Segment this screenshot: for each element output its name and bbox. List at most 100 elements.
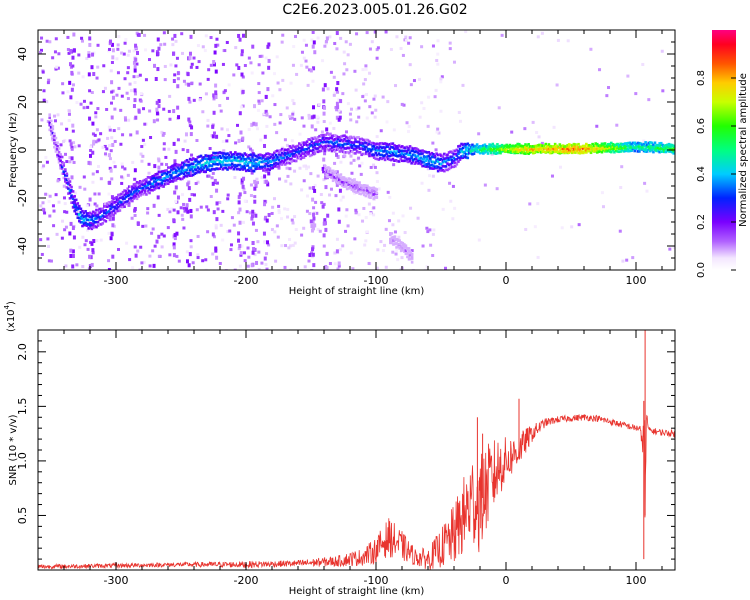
heatmap-cell <box>358 187 361 191</box>
heatmap-cell <box>435 152 438 155</box>
heatmap-cell <box>391 223 395 227</box>
heatmap-cell <box>82 211 86 215</box>
heatmap-cell <box>57 52 61 56</box>
heatmap-cell <box>82 219 86 222</box>
heatmap-cell <box>617 143 621 147</box>
heatmap-cell <box>157 186 161 190</box>
heatmap-cell <box>110 206 114 209</box>
heatmap-cell <box>336 267 340 270</box>
heatmap-cell <box>385 150 388 153</box>
heatmap-cell <box>189 65 193 69</box>
heatmap-cell <box>335 152 339 157</box>
heatmap-cell <box>283 148 287 152</box>
heatmap-cell <box>322 178 326 182</box>
heatmap-cell <box>106 136 110 140</box>
heatmap-cell <box>555 149 558 153</box>
heatmap-cell <box>119 108 123 112</box>
heatmap-cell <box>667 142 671 146</box>
heatmap-cell <box>195 138 199 142</box>
heatmap-cell <box>634 142 638 146</box>
heatmap-cell <box>446 158 449 162</box>
heatmap-cell <box>243 152 246 155</box>
heatmap-cell <box>252 153 256 157</box>
heatmap-cell <box>457 145 460 148</box>
heatmap-cell <box>113 211 117 215</box>
heatmap-cell <box>216 167 220 171</box>
heatmap-cell <box>388 195 392 199</box>
heatmap-cell <box>407 124 411 128</box>
heatmap-cell <box>480 148 484 152</box>
heatmap-cell <box>342 72 346 76</box>
heatmap-cell <box>150 231 154 235</box>
heatmap-cell <box>329 140 332 144</box>
heatmap-cell <box>215 158 218 162</box>
heatmap-cell <box>109 211 112 215</box>
heatmap-cell <box>117 86 121 90</box>
heatmap-cell <box>165 178 168 182</box>
heatmap-cell <box>98 218 101 222</box>
heatmap-cell <box>344 177 347 181</box>
heatmap-cell <box>131 196 134 200</box>
heatmap-cell <box>289 268 293 270</box>
heatmap-cell <box>380 146 384 150</box>
heatmap-cell <box>344 178 347 182</box>
heatmap-cell <box>425 157 429 161</box>
heatmap-cell <box>328 175 332 179</box>
heatmap-cell <box>146 190 150 193</box>
heatmap-cell <box>323 148 327 153</box>
heatmap-cell <box>71 190 75 193</box>
heatmap-cell <box>397 219 401 223</box>
heatmap-cell <box>514 150 518 154</box>
heatmap-cell <box>267 243 271 247</box>
heatmap-cell <box>327 148 331 152</box>
heatmap-cell <box>235 164 239 168</box>
heatmap-cell <box>305 167 309 171</box>
heatmap-cell <box>170 168 173 172</box>
heatmap-cell <box>189 214 193 219</box>
heatmap-cell <box>649 141 652 144</box>
heatmap-cell <box>225 40 229 44</box>
heatmap-cell <box>386 145 390 148</box>
heatmap-cell <box>522 148 526 152</box>
heatmap-cell <box>214 246 218 251</box>
heatmap-cell <box>328 193 332 197</box>
heatmap-cell <box>227 166 231 169</box>
heatmap-cell <box>598 68 602 72</box>
heatmap-cell <box>282 152 285 156</box>
colorbar-tick-label: 0.8 <box>696 70 707 86</box>
heatmap-cell <box>438 168 441 172</box>
y-tick-label: -40 <box>16 237 29 255</box>
heatmap-cell <box>652 145 655 148</box>
heatmap-cell <box>330 171 333 174</box>
heatmap-cell <box>240 157 243 161</box>
heatmap-cell <box>489 147 493 151</box>
heatmap-cell <box>173 190 177 195</box>
heatmap-cell <box>56 113 60 117</box>
heatmap-cell <box>574 151 577 154</box>
heatmap-cell <box>288 167 292 171</box>
heatmap-cell <box>349 118 353 122</box>
heatmap-cell <box>594 149 597 152</box>
heatmap-cell <box>118 193 122 196</box>
heatmap-cell <box>340 143 343 147</box>
heatmap-cell <box>630 146 633 149</box>
heatmap-cell <box>382 150 385 153</box>
heatmap-cell <box>513 144 516 148</box>
heatmap-cell <box>204 165 207 168</box>
heatmap-cell <box>457 152 460 156</box>
heatmap-cell <box>185 259 189 264</box>
heatmap-cell <box>184 174 187 178</box>
heatmap-cell <box>139 99 143 103</box>
heatmap-cell <box>112 209 115 212</box>
heatmap-cell <box>190 162 193 166</box>
heatmap-cell <box>179 177 183 181</box>
heatmap-cell <box>212 60 216 65</box>
heatmap-cell <box>374 157 378 161</box>
heatmap-cell <box>99 223 103 226</box>
heatmap-cell <box>66 90 70 94</box>
heatmap-cell <box>388 158 392 162</box>
heatmap-cell <box>274 259 278 263</box>
heatmap-cell <box>333 170 336 174</box>
heatmap-cell <box>266 152 270 155</box>
heatmap-cell <box>451 217 455 221</box>
